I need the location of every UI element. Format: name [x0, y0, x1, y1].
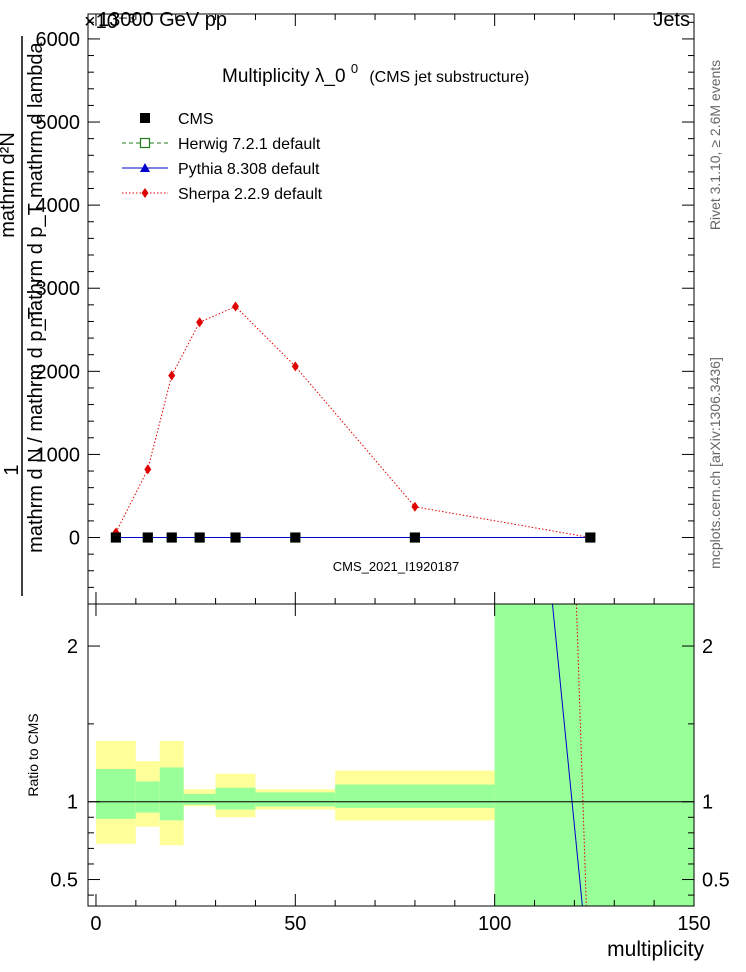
sherpa-point — [168, 370, 176, 381]
legend: CMS Herwig 7.2.1 default Pythia 8.308 defa… — [122, 111, 323, 203]
ratio-ticks: 0.5 0.5 1 1 2 2 0 50 100 150 — [50, 604, 730, 935]
y-axis-label: 1 mathrm d N / mathrm d p_T mathrm d²N m… — [0, 36, 47, 596]
cms-point — [585, 532, 596, 543]
x-axis-label: multiplicity — [607, 938, 704, 961]
ratio-y-tick-label: 0.5 — [50, 870, 78, 892]
ratio-bands — [95, 604, 694, 906]
ratio-band-inner — [159, 767, 184, 821]
cms-point — [290, 532, 301, 543]
y-label-num: mathrm d²N — [0, 132, 19, 238]
legend-marker — [140, 113, 150, 123]
header-right: Jets — [653, 9, 690, 31]
plot-title: Multiplicity λ_0 0 (CMS jet substructure… — [222, 57, 529, 87]
legend-item: Herwig 7.2.1 default — [122, 136, 321, 153]
legend-marker — [139, 137, 151, 149]
sherpa-point — [144, 464, 152, 475]
sherpa-point — [411, 501, 419, 512]
ratio-y-tick-label: 2 — [67, 636, 78, 658]
y-tick-label: 5000 — [36, 112, 81, 134]
y-exponent: ×10⁻³ — [84, 11, 135, 33]
legend-item: CMS — [140, 111, 214, 128]
ratio-band-inner — [135, 781, 160, 813]
ratio-y-tick-label-right: 2 — [702, 636, 713, 658]
x-tick-label: 0 — [90, 913, 101, 935]
y-tick-label: 3000 — [36, 278, 81, 300]
ratio-plot: 0.5 0.5 1 1 2 2 0 50 100 150 Ratio to CMS multipl… — [25, 603, 730, 961]
sherpa-point — [196, 317, 204, 328]
ratio-band-inner — [183, 793, 216, 805]
cms-point — [142, 532, 153, 543]
legend-label: Sherpa 2.2.9 default — [178, 186, 323, 203]
legend-item: Pythia 8.308 default — [122, 161, 320, 178]
y-tick-label: 4000 — [36, 195, 81, 217]
ratio-y-tick-label-right: 0.5 — [702, 870, 730, 892]
y-label-den2: mathrm d p_T mathrm d lambda — [25, 41, 47, 327]
watermark: CMS_2021_I1920187 — [333, 559, 460, 574]
ratio-y-label: Ratio to CMS — [25, 713, 41, 796]
cms-point — [110, 532, 121, 543]
y-tick-label: 2000 — [36, 361, 81, 383]
ratio-band-inner — [335, 784, 495, 808]
main-plot-frame — [87, 13, 695, 605]
y-label-one: 1 — [1, 464, 23, 475]
main-plot: 0 1000 2000 3000 4000 5000 6000 Multiplicity λ… — [36, 13, 695, 605]
ratio-line — [575, 603, 587, 907]
ratio-line — [551, 603, 583, 907]
y-tick-label: 0 — [69, 528, 80, 550]
x-tick-label: 150 — [677, 913, 710, 935]
legend-item: Sherpa 2.2.9 default — [122, 186, 323, 203]
cms-point — [409, 532, 420, 543]
sherpa-point — [232, 301, 240, 312]
ratio-lines — [551, 603, 587, 907]
legend-label: Pythia 8.308 default — [178, 161, 320, 178]
legend-marker — [141, 188, 149, 198]
ratio-band-inner — [494, 604, 694, 906]
ratio-band-inner — [255, 792, 336, 807]
ratio-y-tick-label: 1 — [67, 792, 78, 814]
series-line-3 — [115, 305, 591, 539]
x-tick-label: 100 — [478, 913, 511, 935]
cms-point — [166, 532, 177, 543]
ratio-band-inner — [215, 787, 256, 810]
y-tick-label: 6000 — [36, 29, 81, 51]
legend-marker — [140, 163, 150, 172]
main-series — [110, 301, 596, 543]
y-tick-label: 1000 — [36, 444, 81, 466]
main-y-ticks: 0 1000 2000 3000 4000 5000 6000 — [36, 14, 695, 605]
cms-point — [230, 532, 241, 543]
ratio-y-tick-label-right: 1 — [702, 792, 713, 814]
plot-title-sup: 0 — [351, 61, 358, 76]
rivet-label: Rivet 3.1.10, ≥ 2.6M events — [707, 60, 723, 230]
plot-title-main: Multiplicity λ_0 — [222, 66, 346, 87]
plot-title-sub: (CMS jet substructure) — [369, 69, 529, 86]
legend-label: Herwig 7.2.1 default — [178, 136, 321, 153]
x-tick-label: 50 — [284, 913, 306, 935]
ratio-plot-frame — [87, 603, 695, 907]
cms-point — [194, 532, 205, 543]
legend-label: CMS — [178, 111, 214, 128]
mcplots-label: mcplots.cern.ch [arXiv:1306.3436] — [707, 357, 723, 569]
ratio-band-inner — [95, 769, 136, 819]
y-label-den: mathrm d N / mathrm d p_T — [25, 307, 47, 553]
sherpa-point — [291, 361, 299, 372]
